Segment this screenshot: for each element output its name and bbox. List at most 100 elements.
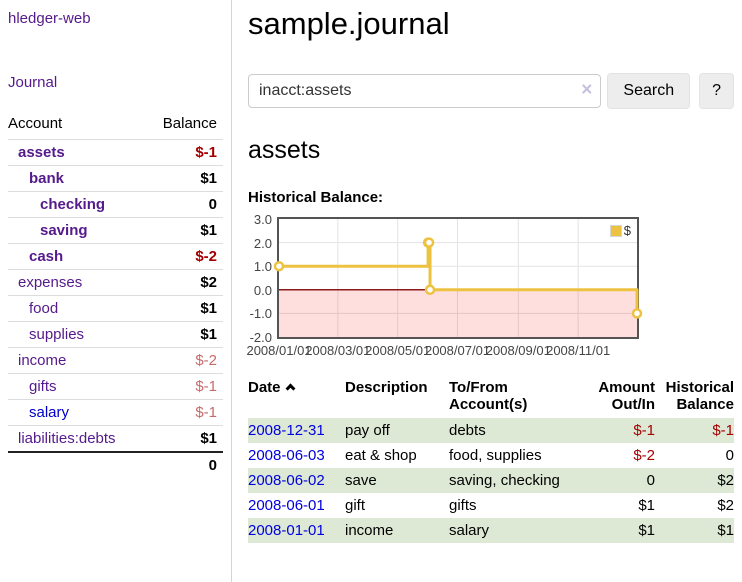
transaction-row: 2008-06-02 save saving, checking 0 $2 bbox=[248, 468, 734, 493]
account-row: cash $-2 bbox=[8, 243, 223, 270]
transaction-balance: 0 bbox=[725, 447, 734, 464]
account-row: bank $1 bbox=[8, 165, 223, 192]
legend-swatch-icon bbox=[609, 224, 622, 237]
transaction-description: pay off bbox=[345, 422, 390, 439]
help-button[interactable]: ? bbox=[699, 73, 734, 109]
sort-ascending-icon bbox=[285, 383, 295, 394]
y-axis-tick-label: 3.0 bbox=[253, 212, 272, 227]
transaction-amount: $-1 bbox=[633, 422, 655, 439]
transaction-row: 2008-01-01 income salary $1 $1 bbox=[248, 518, 734, 543]
accounts-total-balance: 0 bbox=[145, 451, 223, 478]
x-axis-tick-label: 2008/11/01 bbox=[546, 343, 611, 358]
transaction-amount: $1 bbox=[638, 497, 655, 514]
page-title: sample.journal bbox=[248, 6, 450, 41]
x-axis-tick-label: 2008/09/01 bbox=[485, 343, 551, 358]
historical-balance-chart: $ 3.0 2.0 1.0 0.0 -1.0 -2.0 2008/01/01 2008/03… bbox=[246, 212, 734, 359]
transaction-balance: $2 bbox=[717, 497, 734, 514]
account-balance: $-2 bbox=[145, 347, 223, 374]
register-table: Date Description To/From Account(s) Amou… bbox=[248, 377, 734, 543]
sidebar-account-link[interactable]: food bbox=[29, 300, 59, 317]
register-header-row: Date Description To/From Account(s) Amou… bbox=[248, 377, 734, 418]
chart-plot-area: $ bbox=[273, 217, 643, 339]
transaction-date-link[interactable]: 2008-06-03 bbox=[248, 447, 325, 464]
search-input[interactable] bbox=[248, 74, 602, 108]
brand-link[interactable]: hledger-web bbox=[8, 10, 91, 27]
transaction-amount: 0 bbox=[646, 472, 655, 489]
accounts-table-body: assets $-1 bank $1 checking 0 saving $1 cash $-2 e… bbox=[8, 139, 223, 452]
account-row: income $-2 bbox=[8, 347, 223, 374]
column-header-description: Description bbox=[345, 379, 428, 396]
account-row: checking 0 bbox=[8, 191, 223, 218]
column-header-amount: Amount Out/In bbox=[598, 379, 655, 413]
transaction-amount: $1 bbox=[638, 522, 655, 539]
account-row: gifts $-1 bbox=[8, 373, 223, 400]
x-axis-tick-label: 2008/07/01 bbox=[424, 343, 491, 358]
chart-label: Historical Balance: bbox=[248, 189, 384, 206]
sidebar-account-link[interactable]: gifts bbox=[29, 378, 57, 395]
accounts-total-row: 0 bbox=[8, 451, 223, 478]
account-heading: assets bbox=[248, 136, 321, 164]
y-axis-tick-label: -1.0 bbox=[249, 306, 272, 322]
column-header-balance: Historical Balance bbox=[665, 379, 734, 413]
account-row: food $1 bbox=[8, 295, 223, 322]
account-row: saving $1 bbox=[8, 217, 223, 244]
accounts-table: Account Balance assets $-1 bank $1 checking 0… bbox=[8, 111, 223, 478]
account-row: liabilities:debts $1 bbox=[8, 425, 223, 452]
transaction-balance: $2 bbox=[717, 472, 734, 489]
transaction-date-link[interactable]: 2008-06-02 bbox=[248, 472, 325, 489]
transaction-row: 2008-06-01 gift gifts $1 $2 bbox=[248, 493, 734, 518]
sidebar-account-link[interactable]: income bbox=[18, 352, 67, 369]
account-balance: $-1 bbox=[145, 139, 223, 166]
main-content: sample.journal × Search ? assets Histori… bbox=[233, 0, 742, 555]
sidebar-account-link[interactable]: assets bbox=[18, 144, 65, 161]
clear-search-icon[interactable]: × bbox=[581, 79, 593, 101]
sidebar-account-link[interactable]: supplies bbox=[29, 326, 85, 343]
transaction-date-link[interactable]: 2008-06-01 bbox=[248, 497, 325, 514]
account-row: salary $-1 bbox=[8, 399, 223, 426]
register-table-body: 2008-12-31 pay off debts $-1 $-1 2008-06-03 ea… bbox=[248, 418, 734, 543]
transaction-accounts: gifts bbox=[449, 497, 477, 514]
account-balance: 0 bbox=[145, 191, 223, 218]
transaction-balance: $-1 bbox=[712, 422, 734, 439]
legend-label: $ bbox=[623, 223, 631, 238]
x-axis-tick-label: 2008/05/01 bbox=[365, 343, 431, 358]
transaction-amount: $-2 bbox=[633, 447, 655, 464]
sidebar-account-link[interactable]: bank bbox=[29, 170, 65, 187]
y-axis-tick-label: 0.0 bbox=[253, 282, 272, 298]
sidebar-account-link[interactable]: checking bbox=[40, 196, 106, 213]
account-balance: $-1 bbox=[145, 399, 223, 426]
sidebar: hledger-web Journal Account Balance asse… bbox=[0, 0, 232, 582]
account-balance: $1 bbox=[145, 425, 223, 452]
column-header-accounts: To/From Account(s) bbox=[449, 379, 528, 413]
transaction-accounts: food, supplies bbox=[449, 447, 542, 464]
account-balance: $-1 bbox=[145, 373, 223, 400]
sidebar-account-link[interactable]: liabilities:debts bbox=[18, 430, 116, 447]
y-axis-tick-label: 1.0 bbox=[253, 259, 272, 275]
transaction-balance: $1 bbox=[717, 522, 734, 539]
sidebar-account-link[interactable]: expenses bbox=[18, 274, 83, 291]
account-balance: $2 bbox=[145, 269, 223, 296]
chart-legend: $ bbox=[607, 222, 633, 239]
transaction-row: 2008-12-31 pay off debts $-1 $-1 bbox=[248, 418, 734, 443]
search-button[interactable]: Search bbox=[607, 73, 691, 109]
sidebar-account-link[interactable]: saving bbox=[40, 222, 88, 239]
account-balance: $-2 bbox=[145, 243, 223, 270]
x-axis-tick-label: 2008/01/01 bbox=[246, 343, 312, 358]
y-axis-tick-label: 2.0 bbox=[253, 235, 272, 251]
transaction-accounts: salary bbox=[449, 522, 490, 539]
transaction-accounts: saving, checking bbox=[449, 472, 560, 489]
transaction-description: gift bbox=[345, 497, 366, 514]
column-header-date[interactable]: Date bbox=[248, 377, 345, 418]
sidebar-item-journal[interactable]: Journal bbox=[8, 74, 58, 91]
y-axis-tick-label: -2.0 bbox=[249, 330, 272, 345]
search-form: × Search ? bbox=[248, 73, 734, 109]
transaction-date-link[interactable]: 2008-01-01 bbox=[248, 522, 325, 539]
account-balance: $1 bbox=[145, 217, 223, 244]
account-balance: $1 bbox=[145, 321, 223, 348]
accounts-header-account: Account bbox=[8, 115, 63, 132]
transaction-date-link[interactable]: 2008-12-31 bbox=[248, 422, 325, 439]
accounts-header-balance: Balance bbox=[162, 115, 217, 132]
transaction-description: eat & shop bbox=[345, 447, 417, 464]
sidebar-account-link[interactable]: salary bbox=[29, 404, 70, 421]
sidebar-account-link[interactable]: cash bbox=[29, 248, 64, 265]
